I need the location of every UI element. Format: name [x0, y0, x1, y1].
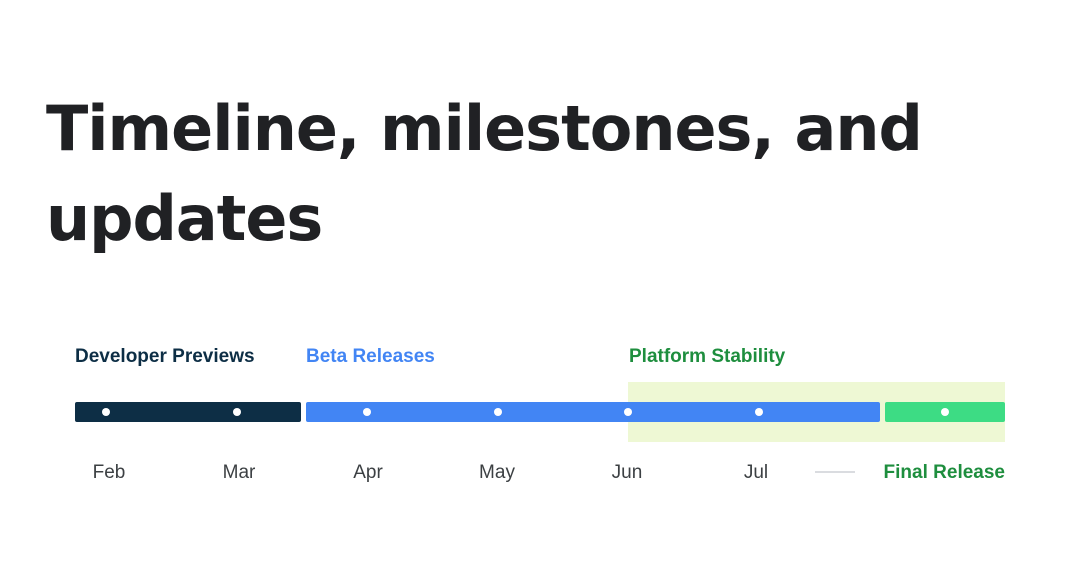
month-label: Mar — [222, 462, 256, 483]
milestone-dot — [755, 408, 763, 416]
beta-releases-bar — [306, 402, 880, 422]
milestone-dot — [941, 408, 949, 416]
milestone-dot — [624, 408, 632, 416]
final-release-bar — [885, 402, 1005, 422]
month-label: May — [479, 462, 515, 483]
milestone-dot — [363, 408, 371, 416]
final-release-label: Final Release — [883, 462, 1005, 483]
milestone-dot — [233, 408, 241, 416]
separator-dash — [815, 471, 855, 473]
month-label: Jul — [743, 462, 769, 483]
phase-label-beta-releases: Beta Releases — [306, 346, 435, 367]
milestone-dot — [494, 408, 502, 416]
month-label: Feb — [92, 462, 126, 483]
developer-previews-bar — [75, 402, 301, 422]
phase-label-platform-stability: Platform Stability — [629, 346, 786, 367]
phase-label-developer-previews: Developer Previews — [75, 346, 255, 367]
month-label: Jun — [611, 462, 643, 483]
milestone-dot — [102, 408, 110, 416]
month-label: Apr — [353, 462, 383, 483]
page-title: Timeline, milestones, and updates — [46, 92, 923, 255]
